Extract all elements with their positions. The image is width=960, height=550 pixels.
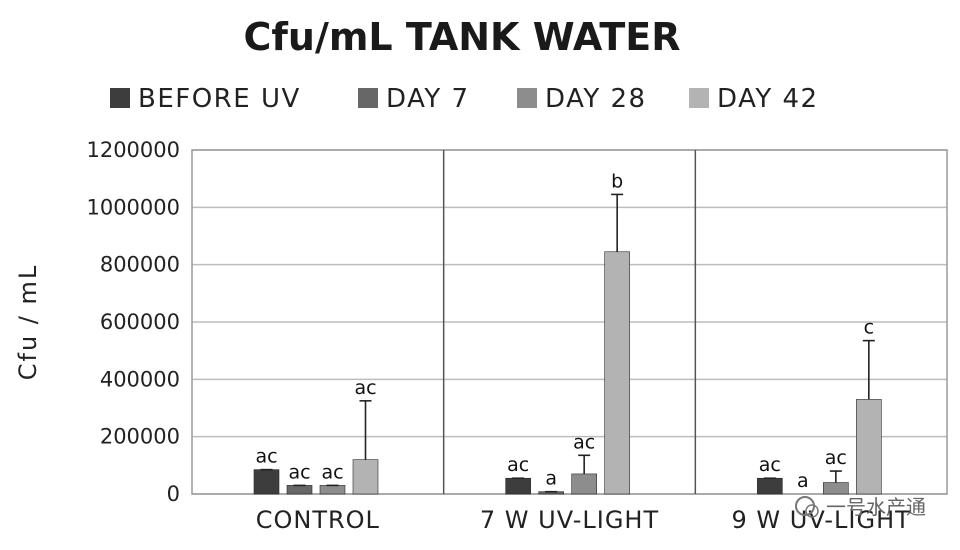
y-tick-label: 1200000 <box>86 138 180 162</box>
legend-swatch <box>110 88 130 108</box>
legend: BEFORE UV DAY 7 DAY 28 DAY 42 <box>110 84 819 114</box>
legend-swatch <box>689 88 709 108</box>
bar <box>604 251 630 495</box>
x-category-label: 9 W UV-LIGHT <box>732 506 911 534</box>
significance-label: c <box>864 317 874 339</box>
significance-label: ac <box>759 454 781 476</box>
significance-label: a <box>797 470 809 492</box>
significance-label: ac <box>255 446 277 468</box>
watermark: 一号水产通 <box>795 495 926 519</box>
significance-label: ac <box>507 454 529 476</box>
y-axis-label: Cfu / mL <box>14 264 42 381</box>
bar <box>571 473 597 495</box>
chart-title: Cfu/mL TANK WATER <box>243 15 680 59</box>
bar <box>253 469 280 495</box>
legend-swatch <box>358 88 378 108</box>
y-axis-ticks: 0 200000 400000 600000 800000 1000000 1200000 <box>86 138 180 506</box>
significance-label: a <box>545 468 557 490</box>
x-category-label: 7 W UV-LIGHT <box>480 506 659 534</box>
legend-label: DAY 7 <box>386 84 470 114</box>
y-tick-label: 1000000 <box>86 195 180 219</box>
significance-label: ac <box>288 461 310 483</box>
grid <box>191 149 948 495</box>
watermark-text: 一号水产通 <box>826 495 926 519</box>
legend-label: DAY 42 <box>717 84 819 114</box>
y-tick-label: 0 <box>167 482 180 506</box>
plot-frame <box>191 149 948 495</box>
bar <box>823 482 849 495</box>
y-tick-label: 200000 <box>100 425 180 449</box>
significance-label: ac <box>573 431 595 453</box>
y-tick-label: 800000 <box>100 253 180 277</box>
bar <box>319 485 346 495</box>
legend-label: BEFORE UV <box>138 84 301 114</box>
legend-swatch <box>517 88 537 108</box>
significance-label: ac <box>321 461 343 483</box>
significance-label: ac <box>354 377 376 399</box>
significance-label: ac <box>825 447 847 469</box>
bar <box>505 477 531 495</box>
bar <box>286 485 313 495</box>
bar <box>757 477 783 495</box>
y-tick-label: 600000 <box>100 310 180 334</box>
bar <box>352 459 379 495</box>
significance-label: b <box>611 170 623 192</box>
y-tick-label: 400000 <box>100 367 180 391</box>
x-axis-categories: CONTROL 7 W UV-LIGHT 9 W UV-LIGHT <box>256 506 911 534</box>
bar <box>856 399 882 495</box>
x-category-label: CONTROL <box>256 506 380 534</box>
legend-label: DAY 28 <box>545 84 647 114</box>
